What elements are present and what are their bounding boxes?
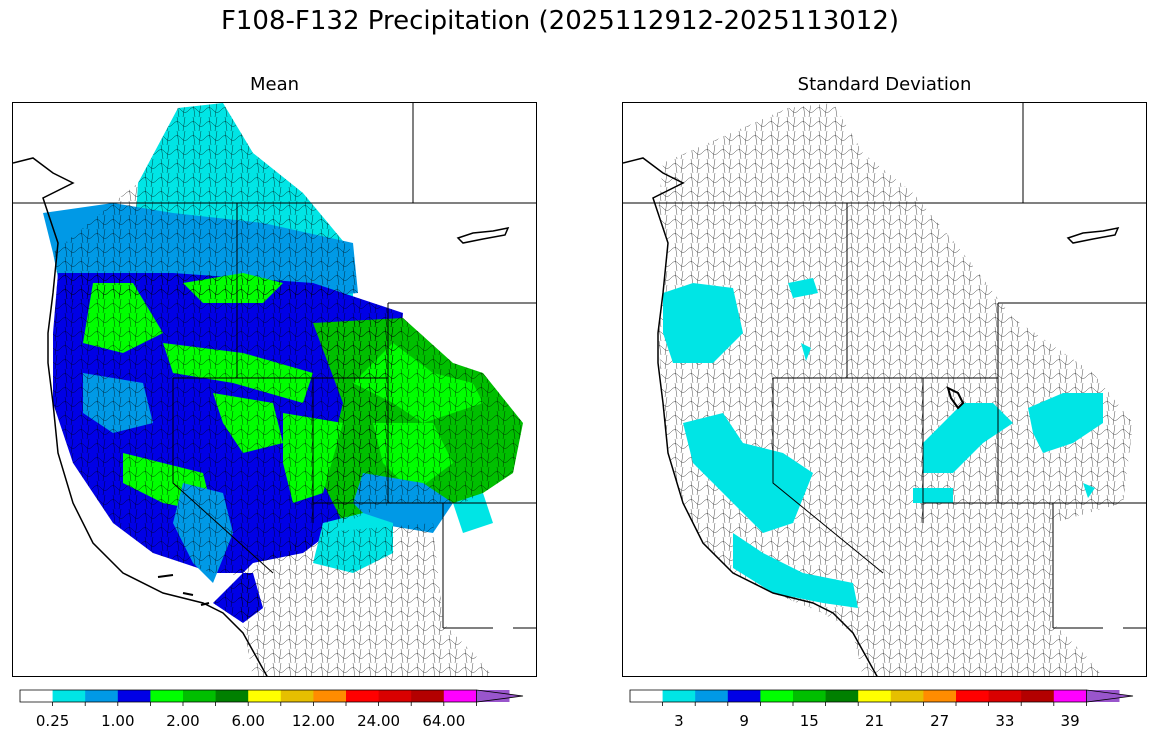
mean-panel-title: Mean [249,74,300,95]
colorbar-label: 9 [739,712,749,730]
colorbar-bin [443,690,477,702]
colorbar-bin [890,690,924,702]
colorbar-bin [988,690,1022,702]
sd-region-east-2 [1083,483,1095,498]
colorbar-label: 2.00 [166,712,199,730]
colorbar-bin [248,690,282,702]
lake-superior-sd [1066,226,1120,244]
colorbar-bin [630,690,664,702]
state-borders [13,103,536,629]
colorbar-bin [695,690,729,702]
colorbar-label: 27 [930,712,949,730]
colorbar-bin [52,690,86,702]
colorbar-label: 64.00 [422,712,465,730]
colorbar-bin [346,690,380,702]
colorbar-label: 3 [674,712,684,730]
sd-region-east-1 [1028,393,1103,453]
great-salt-lake [946,386,965,410]
colorbar-bin [956,690,990,702]
stddev-colorbar: 3 9 15 21 27 33 39 [629,689,1145,734]
colorbar-label: 0.25 [36,712,69,730]
colorbar-bin [727,690,761,702]
mean-colorbar-svg: 0.25 1.00 2.00 6.00 12.00 24.00 64.00 [19,689,524,730]
colorbar-bin [150,690,184,702]
colorbar-bin [1021,690,1055,702]
colorbar-extend-arrow [1085,689,1134,703]
colorbar-bin [183,690,217,702]
colorbar-label: 24.00 [357,712,400,730]
stddev-map [622,102,1147,677]
colorbar-bin [280,690,314,702]
colorbar-bin [662,690,696,702]
mean-map [12,102,537,677]
colorbar-bin [411,690,445,702]
colorbar-label: 1.00 [101,712,134,730]
sd-region-idaho [788,278,818,298]
colorbar-extend-arrow [475,689,524,703]
colorbar-bin [793,690,827,702]
colorbar-bin [1053,690,1087,702]
sd-region-az [913,488,953,503]
colorbar-label: 6.00 [231,712,264,730]
colorbar-bin [825,690,859,702]
stddev-panel-title: Standard Deviation [797,74,972,95]
colorbar-bin [378,690,412,702]
stddev-colorbar-svg: 3 9 15 21 27 33 39 [629,689,1134,730]
colorbar-bin [85,690,119,702]
sd-region-small-1 [801,343,811,361]
colorbar-label: 33 [995,712,1014,730]
west-coastline-sd [623,157,878,676]
colorbar-label: 12.00 [292,712,335,730]
west-coastline [13,157,268,676]
sd-region-nw-coast [663,283,743,363]
sd-region-california [683,413,813,533]
channel-islands [157,574,210,606]
sd-region-utah-colorado [923,403,1013,473]
colorbar-label: 15 [800,712,819,730]
colorbar-bin [760,690,794,702]
colorbar-label: 39 [1061,712,1080,730]
figure-title: F108-F132 Precipitation (2025112912-2025… [220,6,900,36]
colorbar-label: 21 [865,712,884,730]
colorbar-bin [117,690,151,702]
state-borders-sd [623,103,1146,629]
lake-superior [456,226,510,244]
colorbar-bin [858,690,892,702]
colorbar-bin [313,690,347,702]
colorbar-bin [20,690,54,702]
colorbar-bin [923,690,957,702]
colorbar-bin [215,690,249,702]
mean-colorbar: 0.25 1.00 2.00 6.00 12.00 24.00 64.00 [19,689,535,734]
sd-region-socal [733,533,858,608]
